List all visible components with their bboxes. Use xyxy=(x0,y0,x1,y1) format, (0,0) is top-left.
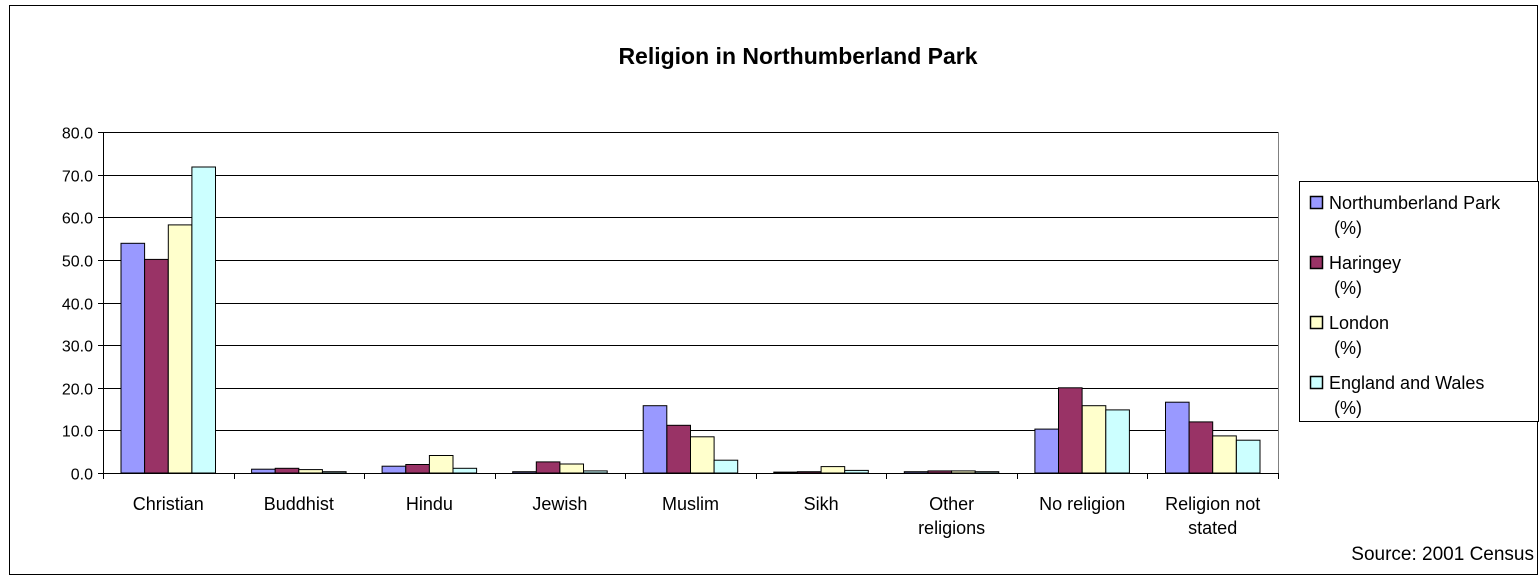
x-category-label: Muslim xyxy=(662,494,719,514)
bar xyxy=(773,471,798,474)
legend-swatch xyxy=(1309,255,1324,270)
gridlines xyxy=(103,132,1278,431)
legend-label: Northumberland Park xyxy=(1329,193,1501,213)
bar xyxy=(583,470,608,474)
legend-label: England and Wales xyxy=(1329,373,1484,393)
source-note: Source: 2001 Census xyxy=(1351,544,1534,565)
bar xyxy=(927,470,953,474)
bar xyxy=(1081,405,1107,474)
bar xyxy=(428,455,454,474)
legend-box xyxy=(1299,181,1539,422)
chart-title: Religion in Northumberland Park xyxy=(618,43,977,69)
bar xyxy=(191,166,216,474)
legend: Northumberland Park (%) Haringey (%) London (… xyxy=(1299,181,1539,422)
bar xyxy=(1188,421,1214,474)
x-category-label: Hindu xyxy=(406,494,453,514)
bar xyxy=(666,424,692,474)
bar xyxy=(167,224,193,474)
bar xyxy=(642,405,668,474)
y-tick-label: 70.0 xyxy=(62,169,93,186)
bar xyxy=(381,465,407,474)
axes: 0.0 10.0 20.0 30.0 40.0 50.0 60.0 70.0 80.0 Chris… xyxy=(62,126,1279,538)
legend-label: (%) xyxy=(1334,338,1362,358)
bar xyxy=(559,463,585,474)
x-category-label: Other xyxy=(929,494,974,514)
y-tick-label: 60.0 xyxy=(62,211,93,228)
bar xyxy=(298,469,323,474)
y-tick-label: 10.0 xyxy=(62,424,93,441)
bar xyxy=(120,242,146,474)
bar xyxy=(690,436,715,474)
y-tick-label: 20.0 xyxy=(62,382,93,399)
legend-label: London xyxy=(1329,313,1389,333)
y-tick-label: 80.0 xyxy=(62,126,93,143)
bar xyxy=(1105,409,1130,474)
legend-swatch xyxy=(1309,375,1324,390)
legend-label: (%) xyxy=(1334,218,1362,238)
x-category-label: Buddhist xyxy=(264,494,334,514)
bar xyxy=(1212,435,1237,474)
x-category-label: Religion not xyxy=(1165,494,1260,514)
x-category-label: Christian xyxy=(133,494,204,514)
x-category-label: Sikh xyxy=(804,494,839,514)
bar xyxy=(1034,428,1060,474)
bar xyxy=(974,471,1000,474)
legend-swatch xyxy=(1309,315,1324,330)
y-tick-label: 0.0 xyxy=(71,467,93,484)
bar xyxy=(452,467,478,474)
bar xyxy=(713,459,739,474)
bar xyxy=(274,467,300,474)
x-category-label: religions xyxy=(918,518,985,538)
bar xyxy=(322,471,347,474)
bar xyxy=(405,464,430,474)
bar xyxy=(844,469,869,474)
bar xyxy=(820,466,846,474)
bar xyxy=(1058,387,1083,474)
y-tick-label: 40.0 xyxy=(62,297,93,314)
bar xyxy=(535,461,561,474)
bar xyxy=(951,470,976,474)
legend-label: (%) xyxy=(1334,278,1362,298)
legend-swatch xyxy=(1309,195,1324,210)
y-tick-label: 30.0 xyxy=(62,339,93,356)
y-tick-label: 50.0 xyxy=(62,254,93,271)
bar xyxy=(796,471,822,474)
x-category-label: stated xyxy=(1188,518,1237,538)
bar xyxy=(144,258,169,474)
bar xyxy=(1235,439,1261,474)
legend-label: (%) xyxy=(1334,398,1362,418)
bar xyxy=(903,471,929,474)
x-category-label: Jewish xyxy=(532,494,587,514)
bar xyxy=(512,471,537,474)
legend-label: Haringey xyxy=(1329,253,1401,273)
bar xyxy=(1165,401,1190,474)
x-category-label: No religion xyxy=(1039,494,1125,514)
bar xyxy=(251,468,276,474)
